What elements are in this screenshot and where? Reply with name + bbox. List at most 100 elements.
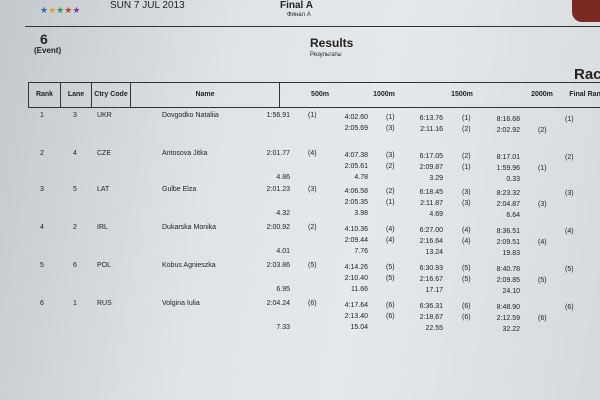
cell-sr1000: (6) bbox=[386, 313, 395, 320]
cell-sr1500: (4) bbox=[462, 238, 471, 245]
cell-r500: (6) bbox=[308, 300, 317, 307]
cell-d1000: 3.98 bbox=[354, 210, 368, 217]
cell-s1500: 2:18.67 bbox=[419, 314, 443, 321]
cell-s1000: 2:09.44 bbox=[344, 237, 368, 244]
cell-d500: 4.32 bbox=[276, 210, 290, 217]
cell-t2000: 8:16.68 bbox=[496, 116, 520, 123]
cell-d500: 4.86 bbox=[276, 174, 290, 181]
cell-sr2000: (5) bbox=[538, 277, 547, 284]
cell-t2000: 8:17.01 bbox=[496, 154, 520, 161]
cell-r1500: (3) bbox=[462, 189, 471, 196]
cell-lane: 5 bbox=[73, 186, 77, 193]
cell-sr2000: (6) bbox=[538, 315, 547, 322]
cell-r500: (5) bbox=[308, 262, 317, 269]
cell-name: Dovgodko Nataliia bbox=[162, 112, 219, 119]
cell-d2000: 32.22 bbox=[502, 326, 520, 333]
cell-s2000: 2:12.59 bbox=[496, 315, 520, 322]
cell-sr1500: (1) bbox=[462, 164, 471, 171]
cell-d1000: 15.04 bbox=[350, 324, 368, 331]
cell-final: (4) bbox=[565, 228, 574, 235]
cell-rank: 2 bbox=[40, 150, 44, 157]
table-header: Rank Lane Ctry Code Name 500m 1000m 1500… bbox=[28, 82, 600, 108]
cell-t2000: 8:36.51 bbox=[496, 228, 520, 235]
cell-s1500: 2:09.87 bbox=[419, 164, 443, 171]
cell-r1500: (2) bbox=[462, 153, 471, 160]
cell-sr1500: (3) bbox=[462, 200, 471, 207]
cell-rank: 1 bbox=[40, 112, 44, 119]
cell-t1500: 6:13.76 bbox=[419, 115, 443, 122]
cell-sr2000: (2) bbox=[538, 127, 547, 134]
col-500m: 500m bbox=[311, 91, 329, 98]
cell-d1500: 4.69 bbox=[429, 211, 443, 218]
cell-d1500: 22.55 bbox=[425, 325, 443, 332]
cell-r1000: (6) bbox=[386, 302, 395, 309]
cell-t500: 2:01.23 bbox=[266, 186, 290, 193]
cell-d1000: 4.78 bbox=[354, 174, 368, 181]
cell-ctry: CZE bbox=[97, 150, 111, 157]
cell-ctry: RUS bbox=[97, 300, 112, 307]
cell-name: Gulbe Elza bbox=[162, 186, 197, 193]
cell-d1500: 17.17 bbox=[425, 287, 443, 294]
cell-t500: 2:00.92 bbox=[266, 224, 290, 231]
cell-lane: 4 bbox=[73, 150, 77, 157]
cell-r1000: (2) bbox=[386, 188, 395, 195]
cell-r1500: (5) bbox=[462, 265, 471, 272]
cell-ctry: POL bbox=[97, 262, 112, 269]
cell-t2000: 8:48.90 bbox=[496, 304, 520, 311]
cell-r1000: (1) bbox=[386, 114, 395, 121]
cell-d1000: 7.76 bbox=[354, 248, 368, 255]
cell-final: (6) bbox=[565, 304, 574, 311]
col-ctry: Ctry Code bbox=[92, 83, 131, 107]
cell-t2000: 8:23.32 bbox=[496, 190, 520, 197]
event-logo: ★★★★★ bbox=[40, 5, 81, 15]
event-number: 6 bbox=[40, 31, 48, 47]
cell-sr1000: (4) bbox=[386, 237, 395, 244]
cell-sr1000: (3) bbox=[386, 125, 395, 132]
cell-final: (1) bbox=[565, 116, 574, 123]
col-final-rank: Final Rank bbox=[569, 91, 600, 98]
cell-final: (3) bbox=[565, 190, 574, 197]
cell-rank: 5 bbox=[40, 262, 44, 269]
cell-t1000: 4:02.60 bbox=[344, 114, 368, 121]
cell-s2000: 2:09.85 bbox=[496, 277, 520, 284]
cell-sr1000: (5) bbox=[386, 275, 395, 282]
cell-lane: 6 bbox=[73, 262, 77, 269]
cell-d1000: 11.66 bbox=[351, 286, 368, 293]
cell-t1500: 6:17.05 bbox=[419, 153, 443, 160]
cell-name: Antosova Jitka bbox=[162, 150, 208, 157]
cell-s1500: 2:16.64 bbox=[419, 238, 443, 245]
cell-d2000: 24.10 bbox=[502, 288, 520, 295]
col-2000m: 2000m bbox=[531, 91, 553, 98]
cell-lane: 3 bbox=[73, 112, 77, 119]
cell-final: (5) bbox=[565, 266, 574, 273]
cell-s1000: 2:05.69 bbox=[344, 125, 368, 132]
cell-sr2000: (1) bbox=[538, 165, 547, 172]
cell-s1500: 2:16.67 bbox=[419, 276, 443, 283]
cell-rank: 4 bbox=[40, 224, 44, 231]
cell-sr1500: (2) bbox=[462, 126, 471, 133]
cell-sr1000: (2) bbox=[386, 163, 395, 170]
cell-t1000: 4:10.36 bbox=[344, 226, 368, 233]
cell-r500: (1) bbox=[308, 112, 317, 119]
page-title: Results bbox=[310, 36, 354, 50]
date: SUN 7 JUL 2013 bbox=[110, 0, 185, 11]
cell-s2000: 1:59.96 bbox=[496, 165, 520, 172]
col-rank: Rank bbox=[29, 83, 61, 107]
cell-t1000: 4:17.64 bbox=[344, 302, 368, 309]
cell-s1000: 2:10.40 bbox=[344, 275, 368, 282]
cell-d1500: 3.29 bbox=[429, 175, 443, 182]
cell-r1000: (4) bbox=[386, 226, 395, 233]
cell-r1500: (1) bbox=[462, 115, 471, 122]
cell-t500: 2:04.24 bbox=[266, 300, 290, 307]
cell-lane: 2 bbox=[73, 224, 77, 231]
cell-sr1000: (1) bbox=[386, 199, 395, 206]
cell-r1500: (4) bbox=[462, 227, 471, 234]
divider bbox=[25, 26, 600, 27]
cell-sr2000: (4) bbox=[538, 239, 547, 246]
col-1000m: 1000m bbox=[373, 91, 395, 98]
cell-t1000: 4:14.26 bbox=[344, 264, 368, 271]
cell-d2000: 6.64 bbox=[506, 212, 520, 219]
event-label: (Event) bbox=[34, 46, 62, 55]
cell-s1000: 2:05.35 bbox=[344, 199, 368, 206]
cell-t1500: 6:36.31 bbox=[419, 303, 443, 310]
